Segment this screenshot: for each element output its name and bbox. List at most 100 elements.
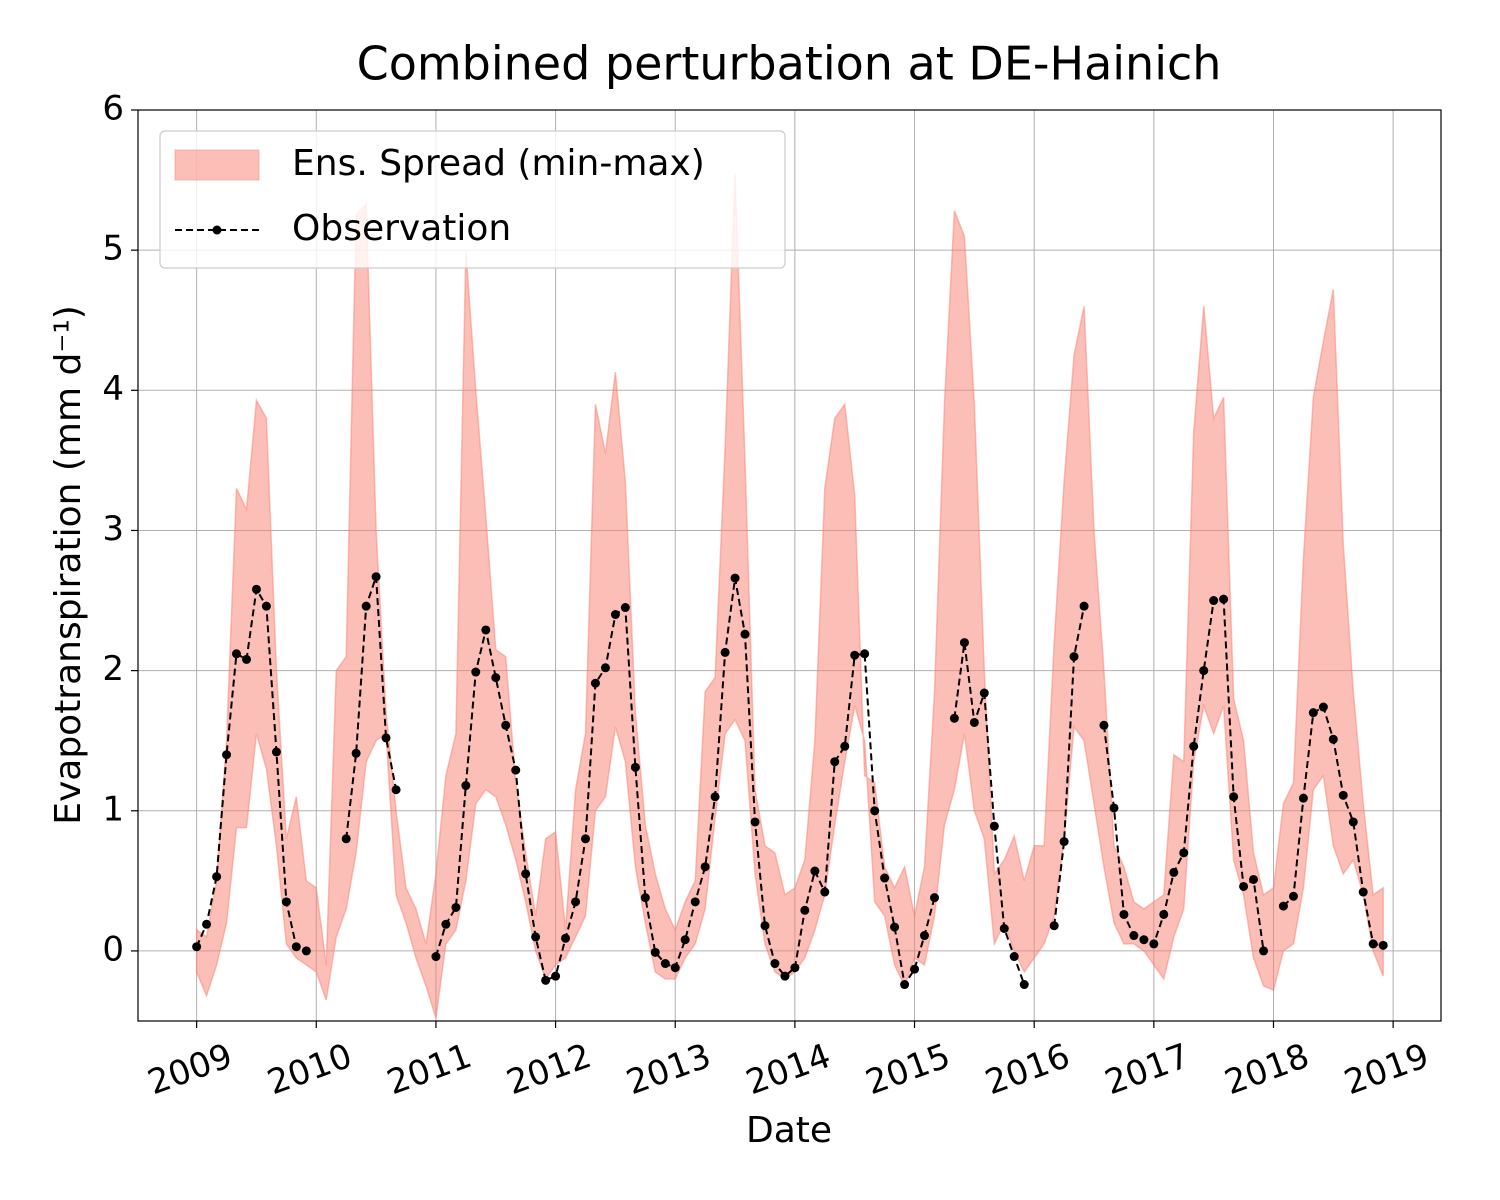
observation-point <box>590 678 600 688</box>
observation-point <box>551 971 561 981</box>
y-tick-label: 3 <box>102 509 124 549</box>
observation-point <box>271 747 281 757</box>
observation-point <box>261 601 271 611</box>
observation-point <box>670 963 680 973</box>
observation-point <box>501 720 511 730</box>
observation-point <box>1358 887 1368 897</box>
observation-line <box>195 576 1384 988</box>
observation-point <box>361 601 371 611</box>
y-axis-label: Evapotranspiration (mm d⁻¹) <box>48 305 89 825</box>
observation-point <box>281 897 291 907</box>
observation-point <box>740 629 750 639</box>
observation-point <box>770 959 780 969</box>
observation-point <box>610 610 620 620</box>
observation-point <box>790 963 800 973</box>
observation-point <box>242 654 252 664</box>
observation-point <box>1249 874 1259 884</box>
y-tick-label: 1 <box>102 789 124 829</box>
observation-point <box>1209 596 1219 606</box>
observation-point <box>301 946 311 956</box>
observation-point <box>1318 702 1328 712</box>
observation-point <box>1328 734 1338 744</box>
observation-point <box>1149 939 1159 949</box>
observation-point <box>930 893 940 903</box>
observation-point <box>650 947 660 957</box>
observation-point <box>760 921 770 931</box>
observation-point <box>730 573 740 583</box>
observation-point <box>1069 652 1079 662</box>
observation-point <box>979 688 989 698</box>
legend: Ens. Spread (min-max) Observation <box>159 130 786 269</box>
observation-point <box>481 625 491 635</box>
observation-point <box>1119 909 1129 919</box>
observation-point <box>890 922 900 932</box>
plot-frame <box>137 109 1442 1022</box>
observation-point <box>471 667 481 677</box>
observation-point <box>1159 909 1169 919</box>
observation-point <box>700 862 710 872</box>
observation-point <box>919 931 929 941</box>
observation-point <box>860 649 870 659</box>
observation-point <box>291 942 301 952</box>
observation-point <box>441 919 451 929</box>
observation-point <box>1169 867 1179 877</box>
observation-point <box>351 748 361 758</box>
observation-point <box>251 584 261 594</box>
observation-point <box>870 806 880 816</box>
observation-point <box>660 959 670 969</box>
observation-point <box>630 762 640 772</box>
observation-point <box>1009 952 1019 962</box>
observation-point <box>1308 708 1318 718</box>
observation-point <box>511 765 521 775</box>
legend-box <box>159 130 786 269</box>
y-tick-label: 5 <box>102 229 124 269</box>
y-tick-label: 4 <box>102 369 124 409</box>
observation-point <box>620 603 630 613</box>
observation-point <box>202 919 212 929</box>
legend-swatch <box>174 149 260 181</box>
observation-point <box>341 834 351 844</box>
observation-point <box>820 887 830 897</box>
observation-point <box>1298 793 1308 803</box>
observation-point <box>1139 935 1149 945</box>
observation-point <box>1278 901 1288 911</box>
observation-point <box>1109 803 1119 813</box>
legend-label: Ens. Spread (min-max) <box>292 143 705 184</box>
observation-point <box>969 717 979 727</box>
observation-point <box>750 817 760 827</box>
legend-label: Observation <box>292 208 511 249</box>
observation-point <box>1079 601 1089 611</box>
observation-point <box>451 902 461 912</box>
ensemble-band <box>195 173 1384 1019</box>
observation-point <box>810 866 820 876</box>
observation-point <box>710 792 720 802</box>
observation-point <box>1189 741 1199 751</box>
observation-point <box>1338 790 1348 800</box>
observation-point <box>222 750 232 760</box>
observation-point <box>1229 792 1239 802</box>
observation-point <box>571 897 581 907</box>
observation-point <box>680 935 690 945</box>
observation-point <box>910 964 920 974</box>
observation-point <box>521 869 531 879</box>
observation-point <box>231 649 241 659</box>
observation-point <box>949 713 959 723</box>
observation-point <box>212 872 222 882</box>
observation-point <box>1348 817 1358 827</box>
observation-point <box>391 785 401 795</box>
observation-point <box>1059 837 1069 847</box>
observation-point <box>1378 940 1388 950</box>
legend-marker <box>212 225 222 235</box>
observation-point <box>531 932 541 942</box>
observation-point <box>720 647 730 657</box>
observation-point <box>959 638 969 648</box>
observation-point <box>830 757 840 767</box>
observation-point <box>989 821 999 831</box>
observation-point <box>880 873 890 883</box>
observation-point <box>780 971 790 981</box>
observation-point <box>999 923 1009 933</box>
observation-point <box>381 733 391 743</box>
observation-point <box>431 952 441 962</box>
observation-point <box>800 905 810 915</box>
